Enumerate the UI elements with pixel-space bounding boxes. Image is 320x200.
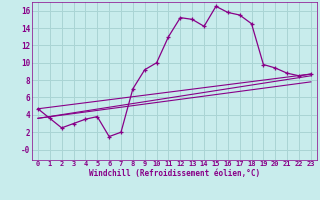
X-axis label: Windchill (Refroidissement éolien,°C): Windchill (Refroidissement éolien,°C) xyxy=(89,169,260,178)
